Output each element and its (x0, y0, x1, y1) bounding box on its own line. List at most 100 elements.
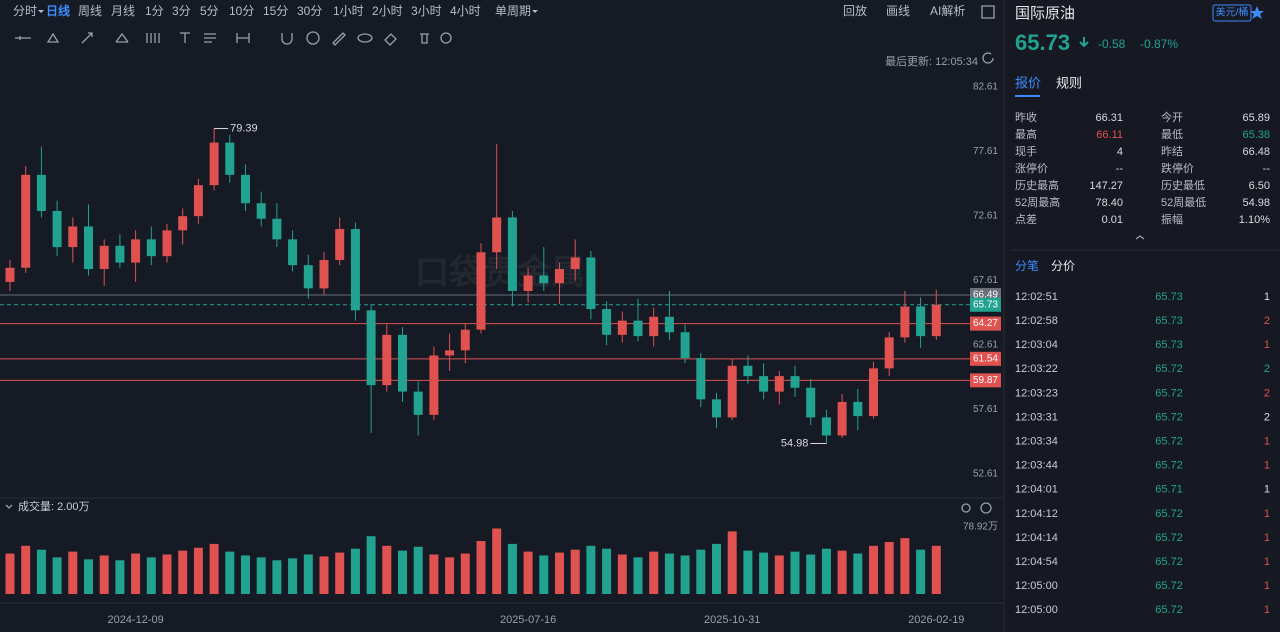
quote-bg (1005, 0, 1280, 632)
panel-tab[interactable]: 规则 (1056, 75, 1082, 90)
trade-price: 65.72 (1155, 387, 1183, 399)
stat-label: 52周最高 (1015, 195, 1060, 209)
period-tab[interactable]: 15分 (263, 4, 288, 18)
volume-bar (68, 551, 78, 594)
trade-time: 12:03:34 (1015, 436, 1058, 448)
trade-tab[interactable]: 分价 (1051, 259, 1075, 273)
period-tab[interactable]: 1小时 (333, 4, 364, 18)
period-tab[interactable]: 月线 (111, 4, 135, 18)
period-tab[interactable]: 周线 (78, 4, 102, 18)
icon[interactable] (15, 36, 31, 40)
collapse-icon[interactable] (5, 504, 13, 509)
low-annotation: 54.98 (781, 437, 809, 449)
dropdown (38, 10, 44, 13)
last-update: 最后更新: 12:05:34 (885, 54, 978, 68)
action-button[interactable]: 回放 (843, 3, 867, 18)
icon[interactable] (81, 32, 93, 44)
trade-price: 65.72 (1155, 580, 1183, 592)
trade-qty: 1 (1264, 604, 1270, 616)
drawing-tools[interactable] (5, 5, 1145, 514)
x-tick-label: 2025-10-31 (704, 614, 760, 626)
period-tab[interactable]: 4小时 (450, 4, 481, 18)
volume-bar (727, 531, 737, 594)
volume-bar (99, 555, 109, 594)
volume-bar (303, 554, 313, 594)
price-label: 59.87 (973, 375, 998, 386)
down-arrow (1079, 37, 1089, 48)
volume-bar (806, 554, 816, 594)
icon[interactable] (281, 33, 293, 45)
candle-body (664, 316, 674, 333)
icon[interactable] (306, 31, 320, 45)
candle-body (398, 334, 407, 392)
y-tick-label: 82.61 (973, 82, 998, 93)
stat-label: 历史最高 (1015, 178, 1059, 192)
period-tab[interactable]: 1分 (145, 4, 164, 18)
candle-body (916, 306, 926, 337)
candle-body (225, 142, 235, 175)
period-tab[interactable]: 2小时 (372, 4, 403, 18)
volume-bar (602, 548, 612, 594)
expand-icon[interactable] (1135, 235, 1145, 240)
price-label-bg (970, 351, 1001, 366)
period-tab[interactable]: 3分 (172, 4, 191, 18)
candle-body (523, 275, 533, 291)
trade-time: 12:03:44 (1015, 460, 1058, 472)
icon[interactable] (204, 33, 216, 43)
candle-body (712, 399, 721, 418)
unit[interactable]: 美元/桶 (1216, 6, 1249, 19)
volume-bar (21, 545, 31, 594)
candle-body (366, 310, 376, 386)
icon[interactable] (146, 33, 160, 43)
candle-body (99, 245, 109, 270)
icon[interactable] (236, 33, 250, 43)
icon[interactable] (180, 32, 190, 43)
fullscreen-icon[interactable] (981, 5, 995, 19)
refresh-icon[interactable] (982, 52, 994, 64)
stat-value: 0.01 (1102, 214, 1123, 226)
trade-tab[interactable]: 分笔 (1015, 258, 1039, 273)
icon[interactable] (332, 32, 346, 46)
period-tab[interactable]: 10分 (229, 4, 254, 18)
candle-body (256, 203, 266, 219)
icon[interactable] (46, 32, 60, 43)
period-tab[interactable]: 30分 (297, 4, 322, 18)
period-tab[interactable]: 分时 (13, 4, 37, 18)
candle-body (445, 350, 455, 356)
stat-value: 4 (1117, 146, 1123, 158)
period-tab[interactable]: 日线 (46, 3, 70, 18)
volume-bar (5, 553, 15, 594)
trade-time: 12:04:01 (1015, 484, 1058, 496)
panel-tab[interactable]: 报价 (1015, 75, 1041, 90)
favorite-icon[interactable] (1250, 6, 1264, 19)
icon[interactable] (115, 32, 129, 43)
candle-body (476, 252, 486, 330)
trade-price: 65.72 (1155, 604, 1183, 616)
icon[interactable] (384, 33, 397, 46)
icon[interactable] (440, 32, 452, 44)
stat-label: 跌停价 (1161, 161, 1194, 175)
trade-qty: 2 (1264, 363, 1270, 375)
stat-label: 昨收 (1015, 110, 1037, 124)
icon[interactable] (420, 33, 429, 44)
stat-label: 今开 (1161, 110, 1183, 124)
settings-icon[interactable] (961, 503, 971, 513)
candle-body (52, 210, 62, 248)
candle-body (806, 387, 816, 418)
candle-body (633, 320, 643, 337)
action-button[interactable]: AI解析 (930, 4, 965, 18)
stat-value: 147.27 (1089, 180, 1123, 192)
trade-qty: 1 (1264, 556, 1270, 568)
volume-bar (680, 555, 690, 594)
period-tab[interactable]: 单周期 (495, 4, 531, 18)
volume-bar (460, 553, 470, 594)
volume-bar (696, 549, 706, 594)
candle-body (241, 174, 250, 204)
trade-qty: 1 (1264, 339, 1270, 351)
period-tab[interactable]: 5分 (200, 4, 219, 18)
volume-bar (366, 536, 376, 594)
action-button[interactable]: 画线 (886, 4, 910, 18)
period-tab[interactable]: 3小时 (411, 4, 442, 18)
close-icon[interactable] (980, 502, 992, 514)
icon[interactable] (357, 33, 373, 43)
